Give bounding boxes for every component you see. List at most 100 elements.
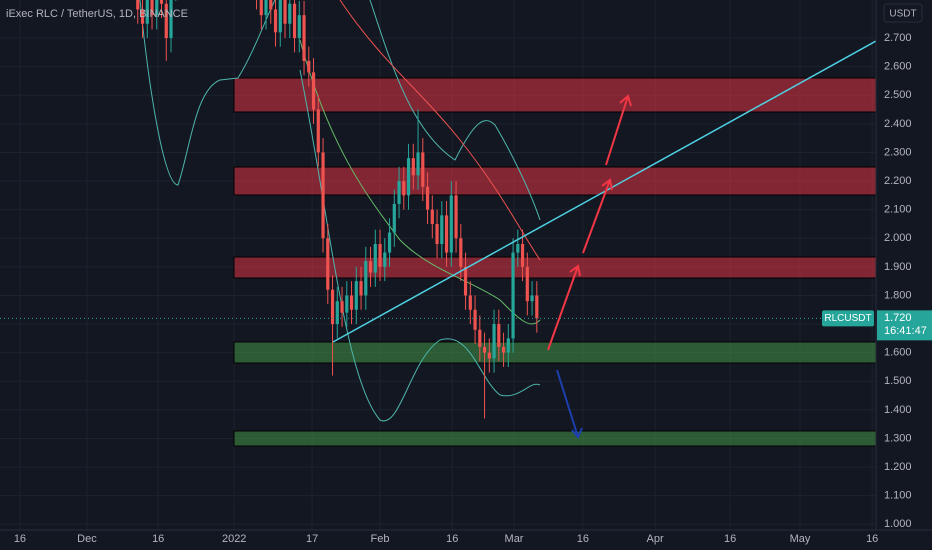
down-arrow [556,369,583,439]
candle-body [150,0,154,16]
x-tick-label: 2022 [222,533,246,545]
candle-body [487,352,491,359]
currency: USDT [889,9,916,20]
candle-body [530,295,534,302]
moving-average [339,0,541,261]
y-tick-label: 2.700 [884,32,912,44]
candle-body [311,72,316,110]
candle-body [501,346,506,353]
candle-body [169,0,173,39]
candle-body [454,195,458,239]
candle-body [283,0,287,24]
candle-body [307,60,311,73]
candle-body [449,195,453,253]
x-tick-label: 16 [577,533,589,545]
candle-body [378,243,382,267]
candle-body [392,203,396,233]
resistance-zone [233,166,876,196]
candle-body [397,181,401,204]
candle-body [145,0,149,24]
y-tick-label: 1.500 [884,375,912,387]
trendline [332,40,876,343]
candle-body [140,9,145,24]
y-tick-label: 2.200 [884,175,912,187]
candle-body [516,243,520,253]
symbol-tag: RLCUSDT [824,313,871,324]
candle-body [492,324,496,359]
candle-body [354,281,358,310]
candle-body [368,261,373,273]
last-price-label: 1.720 [884,312,912,324]
candle-body [364,261,368,296]
arrow [582,178,613,254]
candle-body [159,0,164,4]
x-tick-label: 16 [446,533,458,545]
y-tick-label: 1.900 [884,261,912,273]
candle-body [411,158,415,176]
candle-body [402,181,406,196]
candle-body [316,109,320,153]
candle-body [359,281,363,296]
x-tick-label: 16 [724,533,736,545]
candle-body [535,295,539,319]
bollinger-band [369,0,541,221]
x-tick-label: Apr [647,533,664,545]
y-tick-label: 2.000 [884,232,912,244]
candle-body [297,15,301,39]
axes: 1.0001.1001.2001.3001.4001.5001.6001.700… [0,32,932,545]
bollinger-band [139,0,276,186]
candle-body [155,0,159,16]
y-tick-label: 1.000 [884,518,912,530]
candle-body [506,338,510,353]
candle-body [264,0,268,16]
annotations [332,40,876,439]
candle-body [335,301,339,325]
y-tick-label: 1.300 [884,432,912,444]
drawings [139,0,876,447]
x-tick-label: 17 [306,533,318,545]
candle-body [136,0,140,10]
candle-body [330,289,335,325]
last-price-box [877,310,932,341]
candle-body [302,15,306,61]
symbol-tag-box [822,310,874,327]
support-zone [233,430,876,447]
candle-body [463,266,468,296]
candle-body [278,0,282,33]
candle-body [520,243,525,267]
candle-body [292,3,297,39]
candle-body [440,215,444,244]
x-tick-label: 16 [152,533,164,545]
candle-body [468,295,472,310]
candle-body [497,324,501,347]
candle-body [473,309,477,330]
candle-body [525,266,529,302]
y-tick-label: 1.200 [884,461,912,473]
candle-body [383,252,387,267]
candle-body [349,295,354,310]
resistance-zone [233,256,876,279]
candle-body [321,152,325,239]
y-tick-label: 1.800 [884,289,912,301]
y-tick-label: 2.300 [884,146,912,158]
candle-body [273,9,278,33]
y-tick-label: 1.100 [884,490,912,502]
x-tick-label: 16 [866,533,878,545]
y-tick-label: 2.500 [884,89,912,101]
candle-body [459,238,463,267]
candle-body [425,186,430,210]
candle-body [430,209,434,224]
candle-body [259,0,263,16]
candle-body [511,252,515,339]
countdown: 16:41:47 [884,325,927,337]
candle-body [387,232,392,253]
chart-title: iExec RLC / TetherUS, 1D, BINANCE [6,8,188,20]
currency-box [883,3,923,23]
candles [136,0,539,419]
up-arrows [547,94,632,351]
y-tick-label: 2.100 [884,204,912,216]
candle-body [444,215,449,253]
candle-body [416,152,420,176]
x-tick-label: May [790,533,811,545]
